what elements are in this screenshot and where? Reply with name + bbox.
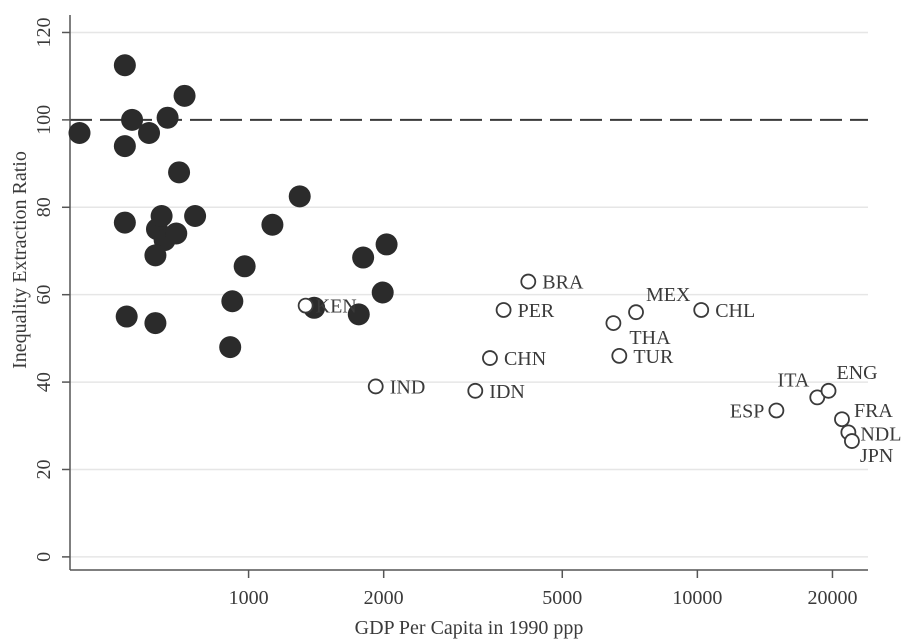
hollow-point <box>693 302 710 318</box>
filled-point <box>288 185 311 208</box>
hollow-point <box>611 347 628 364</box>
x-axis-title: GDP Per Capita in 1990 ppp <box>355 617 584 639</box>
filled-point <box>168 161 191 184</box>
hollow-point <box>467 382 484 399</box>
y-tick-label: 0 <box>33 552 55 562</box>
filled-point <box>261 213 284 236</box>
point-label: IDN <box>489 381 525 403</box>
hollow-point <box>844 433 860 449</box>
point-label: ENG <box>837 362 878 384</box>
filled-point <box>375 233 398 256</box>
filled-point <box>113 211 136 234</box>
x-tick-label: 10000 <box>672 587 722 609</box>
filled-point <box>371 281 394 304</box>
filled-point <box>219 336 242 359</box>
point-label: MEX <box>646 284 691 306</box>
filled-point <box>138 121 161 144</box>
y-axis-title: Inequality Extraction Ratio <box>9 151 31 369</box>
filled-point <box>184 205 207 228</box>
x-tick-label: 1000 <box>229 587 269 609</box>
x-tick-label: 5000 <box>542 587 582 609</box>
hollow-point <box>820 382 837 399</box>
filled-point <box>113 54 136 77</box>
point-label: JPN <box>860 445 893 467</box>
hollow-point <box>482 350 498 366</box>
filled-point <box>68 121 91 144</box>
point-label: THA <box>629 327 671 349</box>
hollow-point <box>367 378 384 395</box>
data-points <box>68 54 860 449</box>
y-tick-label: 60 <box>33 285 55 305</box>
filled-point <box>115 305 138 328</box>
point-label: IND <box>390 376 426 398</box>
filled-point <box>150 205 173 228</box>
filled-point <box>173 84 196 107</box>
point-label: ESP <box>730 400 764 422</box>
filled-point <box>233 255 256 278</box>
x-tick-label: 20000 <box>807 587 857 609</box>
y-tick-label: 80 <box>33 197 55 217</box>
point-label: FRA <box>854 400 893 422</box>
point-label: PER <box>518 300 555 322</box>
filled-point <box>121 108 144 131</box>
point-label: KEN <box>316 296 357 318</box>
filled-point <box>347 303 370 326</box>
y-tick-label: 20 <box>33 459 55 479</box>
hollow-point <box>297 297 314 314</box>
point-label: NDL <box>860 423 901 445</box>
filled-point <box>156 106 179 129</box>
filled-point <box>113 135 136 158</box>
filled-point <box>144 244 167 267</box>
y-tick-label: 100 <box>33 105 55 135</box>
filled-point <box>352 246 375 269</box>
point-label: BRA <box>542 272 584 294</box>
hollow-point <box>495 302 512 318</box>
point-label: ITA <box>778 369 810 391</box>
point-label: CHL <box>715 300 755 322</box>
hollow-point <box>768 402 785 419</box>
point-label: TUR <box>633 346 674 368</box>
hollow-point <box>520 273 537 290</box>
hollow-point <box>605 315 622 331</box>
x-tick-label: 2000 <box>364 587 404 609</box>
point-label: CHN <box>504 348 546 370</box>
y-tick-label: 120 <box>33 17 55 47</box>
filled-point <box>221 290 244 313</box>
y-tick-label: 40 <box>33 372 55 392</box>
hollow-point <box>628 304 644 321</box>
filled-point <box>144 312 167 335</box>
hollow-point <box>834 411 850 428</box>
filled-point <box>165 222 188 245</box>
gridlines <box>70 31 868 558</box>
axes: 0 20 40 60 80 100 120 1000 2000 5000 10000 20000 <box>33 15 868 609</box>
